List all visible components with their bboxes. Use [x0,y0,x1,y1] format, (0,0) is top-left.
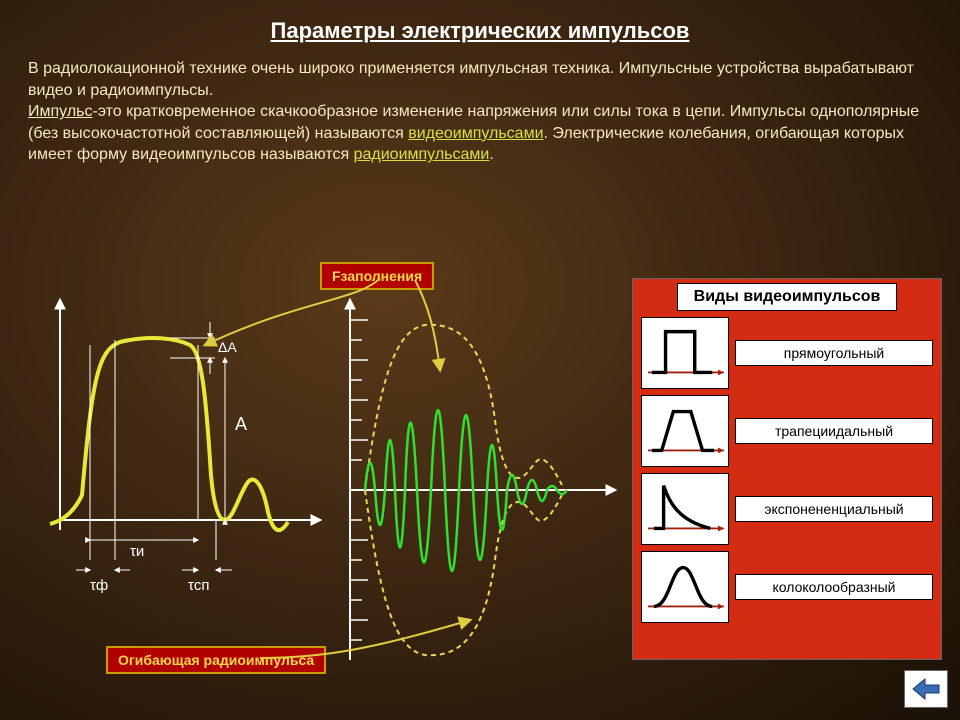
arrow-to-carrier [415,280,440,370]
envelope-bottom [365,490,562,655]
label-A: A [235,414,247,434]
pulse-label-trap: трапециидальный [735,418,933,444]
radio-link[interactable]: радиоимпульсами [354,146,490,163]
pulse-label-bell: колоколообразный [735,574,933,600]
pulse-row-trap: трапециидальный [633,393,941,469]
arrow-to-envelope [260,620,470,658]
pulse-row-exp: экспонененциальный [633,471,941,547]
page-title: Параметры электрических импульсов [0,0,960,44]
pulse-icon-rect [641,317,729,389]
dot: . [489,146,493,163]
main-diagram: ΔA A τи τф τсп [20,260,620,700]
pulse-icon-trap [641,395,729,467]
right-plot [350,300,615,660]
impulse-term: Импульс [28,103,92,120]
video-link[interactable]: видеоимпульсами [408,125,543,142]
video-pulse-curve [50,338,288,530]
pulse-types-panel: Виды видеоимпульсов прямоугольный трапец… [632,278,942,660]
label-dA: ΔA [218,339,237,355]
label-ti: τи [130,543,144,560]
arrow-to-video [205,278,380,345]
nav-back-button[interactable] [904,670,948,708]
left-plot: ΔA A τи τф τсп [50,300,320,594]
back-icon [911,677,941,701]
pulse-types-title: Виды видеоимпульсов [677,283,898,311]
paragraph: В радиолокационной технике очень широко … [0,44,960,174]
pulse-icon-bell [641,551,729,623]
pulse-row-rect: прямоугольный [633,315,941,391]
pulse-label-rect: прямоугольный [735,340,933,366]
para-1: В радиолокационной технике очень широко … [28,60,914,99]
pulse-icon-exp [641,473,729,545]
pulse-label-exp: экспонененциальный [735,496,933,522]
diagram-area: ΔA A τи τф τсп [20,260,620,700]
pulse-row-bell: колоколообразный [633,549,941,625]
label-tsp: τсп [188,577,210,594]
label-tf: τф [90,577,108,594]
